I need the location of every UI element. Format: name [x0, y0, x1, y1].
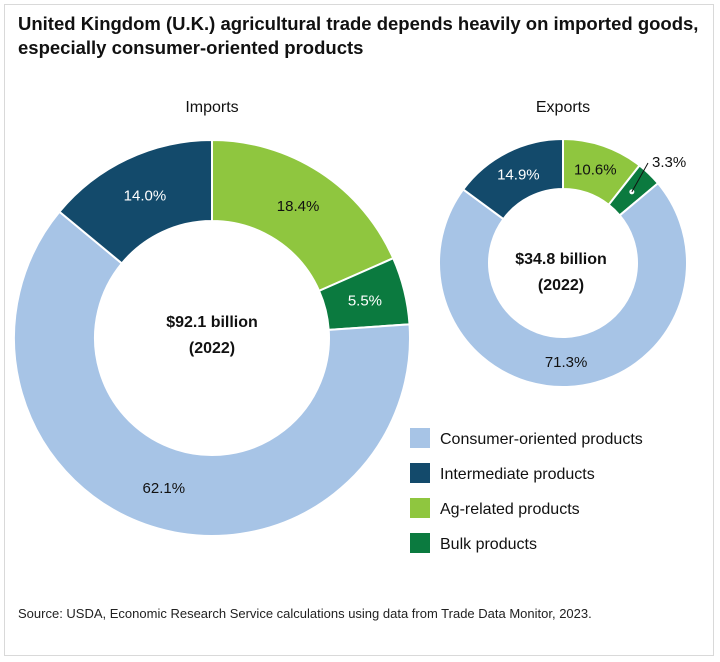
- imports-center-amount: $92.1 billion: [166, 314, 258, 331]
- exports-label-bulk: 3.3%: [652, 154, 686, 171]
- exports-label-ag: 10.6%: [574, 161, 617, 178]
- exports-center-year: (2022): [538, 277, 584, 294]
- exports-center-amount: $34.8 billion: [515, 251, 607, 268]
- exports-slice-consumer: [438, 181, 688, 388]
- exports-label-consumer: 71.3%: [545, 354, 588, 371]
- imports-slice-intermediate: [58, 138, 213, 265]
- imports-slice-consumer: [13, 210, 411, 537]
- legend: Consumer-oriented products Intermediate p…: [410, 428, 643, 553]
- imports-panel-title: Imports: [185, 99, 238, 116]
- legend-swatch-ag: [410, 498, 430, 518]
- chart-title: United Kingdom (U.K.) agricultural trade…: [18, 13, 699, 58]
- imports-label-ag: 18.4%: [277, 198, 320, 215]
- exports-label-intermediate: 14.9%: [497, 167, 540, 184]
- legend-label-consumer: Consumer-oriented products: [440, 431, 643, 448]
- imports-slice-ag: [211, 138, 395, 293]
- exports-leader-line-bulk: [631, 162, 649, 193]
- imports-label-consumer: 62.1%: [143, 480, 186, 497]
- legend-swatch-intermediate: [410, 463, 430, 483]
- exports-donut: 10.6% 3.3% 71.3% 14.9%: [438, 137, 688, 388]
- legend-label-bulk: Bulk products: [440, 536, 537, 553]
- legend-label-intermediate: Intermediate products: [440, 466, 595, 483]
- exports-panel-title: Exports: [536, 99, 590, 116]
- imports-center-year: (2022): [189, 340, 235, 357]
- exports-slice-intermediate: [461, 137, 564, 221]
- legend-label-ag: Ag-related products: [440, 501, 580, 518]
- imports-label-intermediate: 14.0%: [124, 187, 167, 204]
- source-note: Source: USDA, Economic Research Service …: [18, 606, 592, 621]
- chart-frame: [4, 4, 714, 656]
- imports-donut: 18.4% 5.5% 62.1% 14.0%: [13, 138, 411, 537]
- legend-swatch-consumer: [410, 428, 430, 448]
- imports-label-bulk: 5.5%: [348, 292, 382, 309]
- legend-swatch-bulk: [410, 533, 430, 553]
